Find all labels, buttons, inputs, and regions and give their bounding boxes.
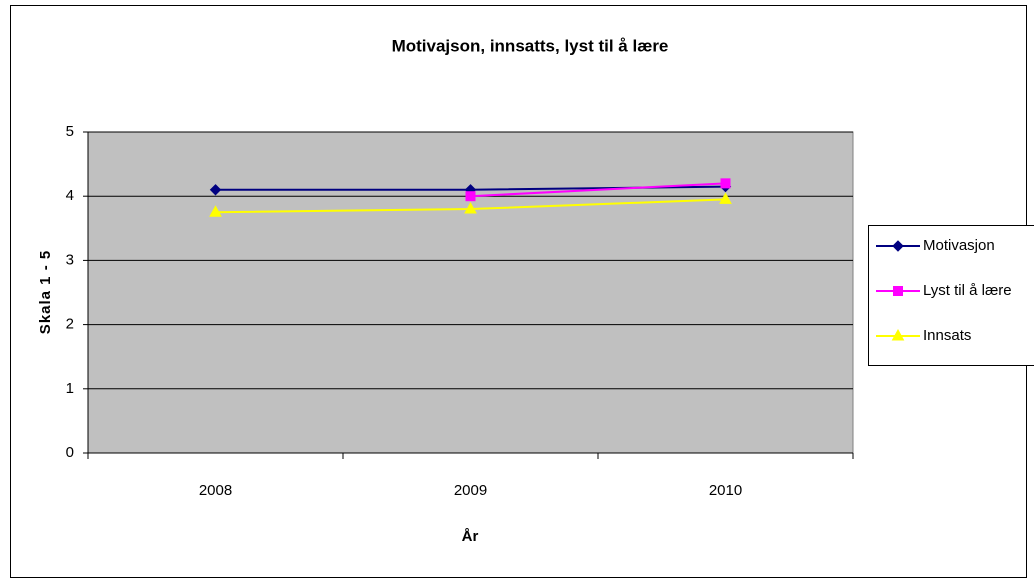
y-tick-label: 2 <box>66 316 74 333</box>
chart-title: Motivajson, innsatts, lyst til å lære <box>392 36 669 55</box>
legend-label: Innsats <box>923 327 971 344</box>
x-tick-label: 2010 <box>709 482 742 499</box>
y-tick-label: 4 <box>66 187 74 204</box>
x-tick-label: 2009 <box>454 482 487 499</box>
plot-area <box>87 131 854 454</box>
legend-label: Motivasjon <box>923 237 995 254</box>
marker <box>892 240 904 252</box>
point <box>209 205 222 217</box>
x-tick-label: 2008 <box>199 482 232 499</box>
y-tick-label: 1 <box>66 380 74 397</box>
y-tick-label: 0 <box>66 444 74 461</box>
y-axis-title: Skala 1 - 5 <box>37 250 54 334</box>
marker <box>893 286 903 296</box>
marker <box>891 328 905 341</box>
legend-label: Lyst til å lære <box>923 282 1012 299</box>
point <box>719 192 732 204</box>
point <box>465 191 476 202</box>
x-axis-title: År <box>462 528 479 545</box>
point <box>720 178 731 189</box>
y-tick-label: 3 <box>66 251 74 268</box>
series-line <box>470 182 726 198</box>
y-tick-label: 5 <box>66 123 74 140</box>
point <box>464 202 477 214</box>
point <box>209 184 222 196</box>
